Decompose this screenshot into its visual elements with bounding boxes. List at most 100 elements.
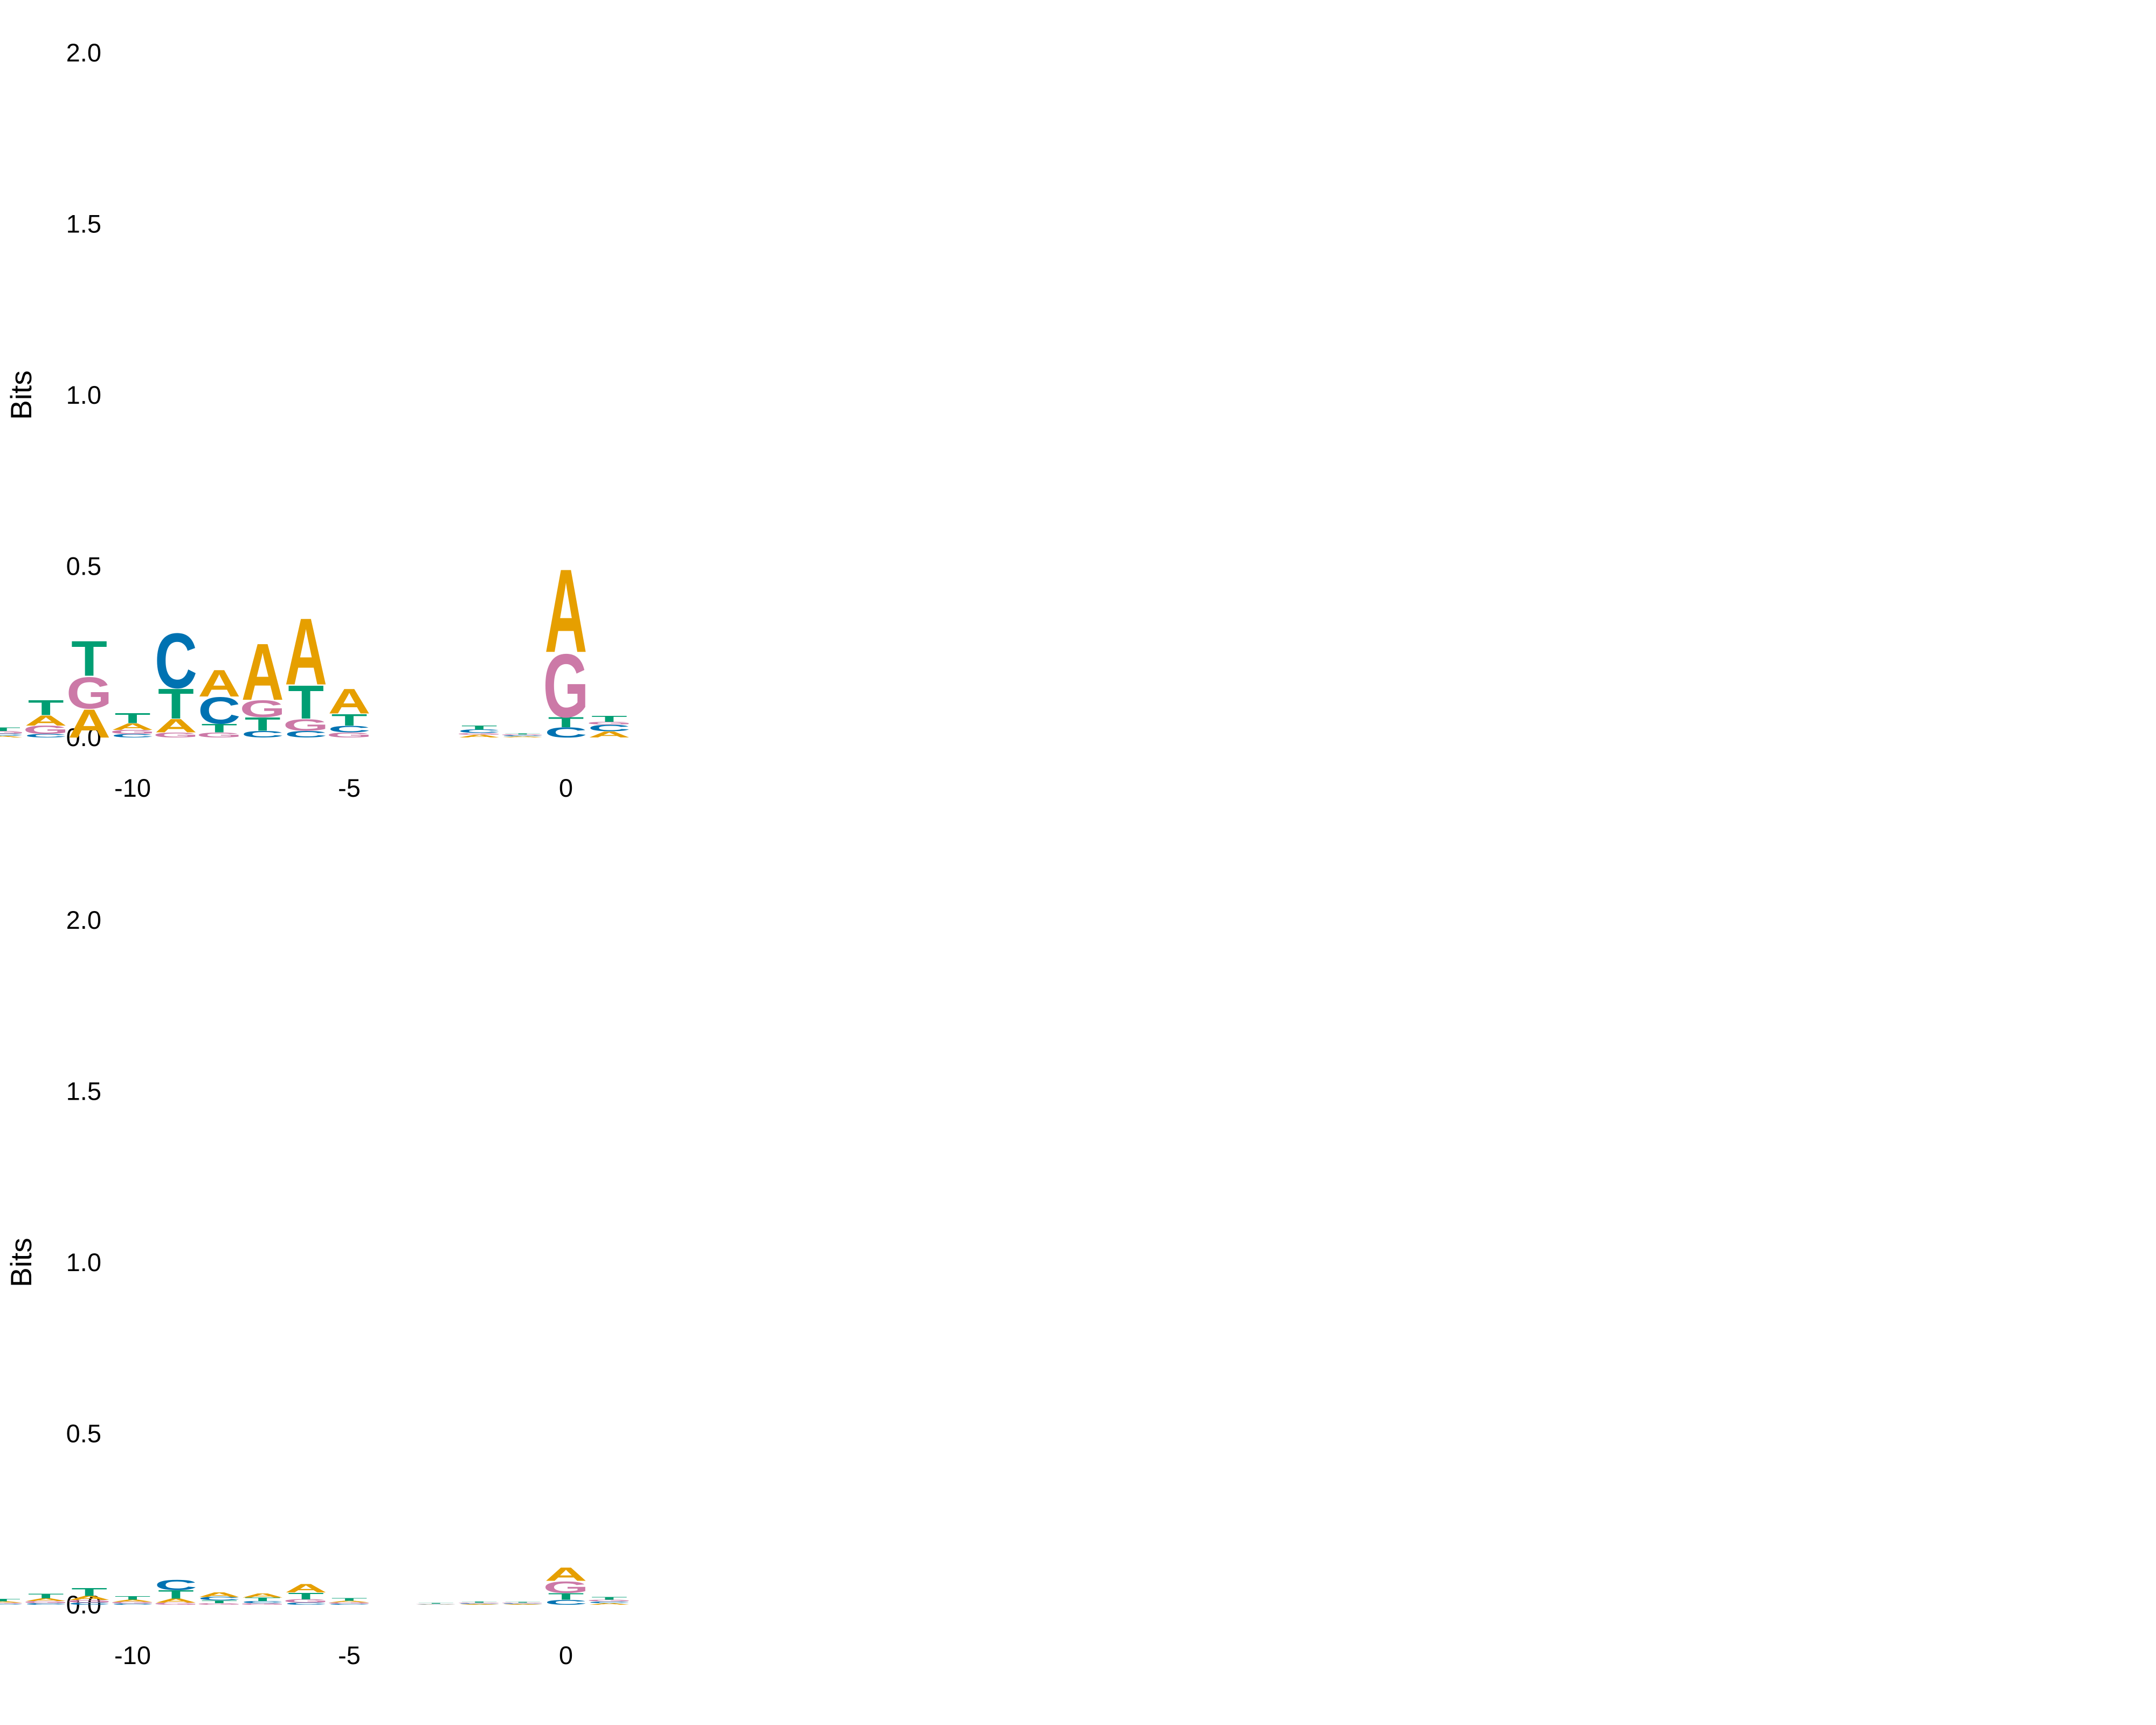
logo-letter-c: C: [544, 724, 587, 741]
logo-letter-g: G: [240, 1603, 286, 1605]
y-tick-label: 2.0: [66, 38, 101, 67]
logo-letter-t: T: [115, 710, 151, 726]
logo-letter-t: T: [201, 722, 237, 735]
logo-letter-g: G: [109, 1602, 155, 1604]
logo-letter-c: C: [198, 1596, 240, 1602]
logo-letter-t: T: [158, 1588, 194, 1602]
logo-letter-t: T: [245, 1597, 281, 1602]
logo-letter-t: T: [591, 1596, 627, 1600]
logo-letter-c: C: [501, 735, 544, 737]
logo-letter-a: A: [111, 1599, 154, 1603]
logo-letter-g: G: [586, 1599, 632, 1602]
x-tick-label: 0: [559, 774, 573, 802]
x-tick-label: -5: [338, 1641, 361, 1669]
y-tick-label: 1.0: [66, 1248, 101, 1276]
logo-letter-a: A: [68, 701, 110, 746]
logo-letter-g: G: [0, 1603, 25, 1604]
y-tick-label: 1.0: [66, 381, 101, 409]
logo-letter-t: T: [548, 714, 584, 730]
logo-letter-c: C: [501, 1603, 544, 1604]
logo-letter-a: A: [458, 734, 501, 739]
logo-letter-g: G: [153, 1602, 199, 1605]
logo-letter-c: C: [155, 617, 197, 705]
logo-letter-g: G: [196, 731, 242, 739]
logo-letter-c: C: [111, 733, 154, 739]
logo-letter-g: G: [457, 1603, 502, 1604]
logo-letter-t: T: [201, 1600, 237, 1604]
y-axis-label: Bits: [4, 1238, 38, 1287]
logo-letter-t: T: [115, 1596, 151, 1601]
logo-letter-g: G: [66, 667, 112, 718]
logo-letter-t: T: [591, 714, 627, 723]
logo-letter-t: T: [288, 676, 324, 729]
logo-letter-c: C: [588, 723, 631, 734]
logo-letter-c: C: [285, 729, 327, 740]
logo-letter-t: T: [0, 727, 20, 732]
logo-letter-a: A: [501, 736, 544, 738]
logo-letter-g: G: [109, 729, 155, 735]
logo-letter-g: G: [457, 733, 502, 735]
logo-letter-g: G: [500, 734, 545, 736]
logo-letter-g: G: [23, 723, 69, 737]
logo-letter-c: C: [285, 1602, 327, 1605]
logo-letter-t: T: [0, 1598, 20, 1602]
logo-letter-a: A: [198, 1591, 240, 1598]
logo-letter-a: A: [588, 730, 631, 740]
logo-letter-g: G: [196, 1603, 242, 1605]
logo-letter-c: C: [458, 1603, 501, 1604]
logo-letter-t: T: [71, 1585, 107, 1598]
logo-letter-c: C: [155, 1577, 197, 1593]
logo-letter-c: C: [544, 1598, 587, 1606]
logo-letter-c: C: [0, 733, 24, 736]
y-tick-label: 1.5: [66, 210, 101, 238]
logo-letter-c: C: [328, 723, 370, 734]
y-tick-label: 1.5: [66, 1077, 101, 1106]
y-tick-label: 0.0: [66, 723, 101, 751]
logo-letter-g: G: [543, 635, 589, 736]
y-tick-label: 0.5: [66, 552, 101, 581]
logo-letter-t: T: [28, 1592, 64, 1600]
logo-letter-a: A: [285, 599, 327, 705]
logo-letter-g: G: [240, 695, 286, 722]
logo-letter-a: A: [544, 1564, 587, 1585]
logo-letter-c: C: [25, 733, 67, 739]
logo-letter-t: T: [288, 1591, 324, 1602]
logo-letter-g: G: [326, 1602, 372, 1604]
logo-letter-g: G: [23, 1600, 69, 1604]
logo-letter-c: C: [241, 729, 284, 740]
logo-letter-c: C: [588, 1601, 631, 1604]
y-tick-label: 2.0: [66, 906, 101, 934]
logo-letter-a: A: [285, 1582, 327, 1595]
logo-letter-c: C: [458, 729, 501, 734]
logo-letter-c: C: [198, 689, 240, 732]
logo-letter-a: A: [544, 544, 587, 677]
logo-letter-c: C: [328, 1604, 370, 1605]
logo-letter-c: C: [25, 1603, 67, 1605]
y-axis-label: Bits: [4, 370, 38, 420]
logo-letter-g: G: [326, 731, 372, 739]
logo-letter-a: A: [588, 1603, 631, 1605]
logo-letter-a: A: [0, 1601, 24, 1603]
logo-letter-a: A: [155, 1598, 197, 1604]
x-tick-label: -5: [338, 774, 361, 802]
